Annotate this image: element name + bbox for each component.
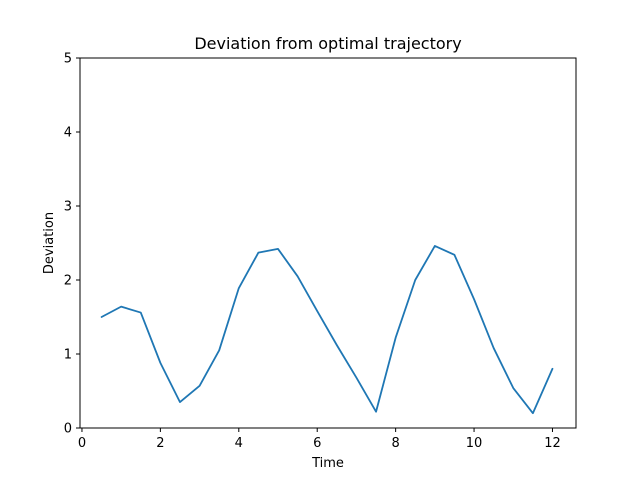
y-tick-label: 2 bbox=[64, 274, 72, 289]
plot-frame bbox=[79, 57, 577, 429]
y-axis-ticks: 0 1 2 3 4 5 bbox=[64, 52, 80, 437]
y-tick-label: 5 bbox=[64, 52, 72, 67]
series-group bbox=[100, 245, 554, 415]
y-tick-label: 4 bbox=[64, 126, 72, 141]
y-tick-label: 1 bbox=[64, 348, 72, 363]
x-tick-label: 0 bbox=[78, 436, 86, 451]
x-tick-label: 2 bbox=[156, 436, 164, 451]
y-axis-label: Deviation bbox=[42, 212, 57, 274]
x-tick-label: 10 bbox=[466, 436, 483, 451]
x-tick-label: 8 bbox=[391, 436, 399, 451]
x-axis-label: Time bbox=[311, 456, 344, 471]
series-line-0 bbox=[100, 245, 554, 415]
x-tick-label: 4 bbox=[235, 436, 243, 451]
x-tick-label: 12 bbox=[544, 436, 561, 451]
y-tick-label: 0 bbox=[64, 422, 72, 437]
x-axis-ticks: 0 2 4 6 8 10 12 bbox=[78, 428, 561, 451]
y-tick-label: 3 bbox=[64, 200, 72, 215]
x-tick-label: 6 bbox=[313, 436, 321, 451]
chart-title: Deviation from optimal trajectory bbox=[194, 34, 461, 53]
